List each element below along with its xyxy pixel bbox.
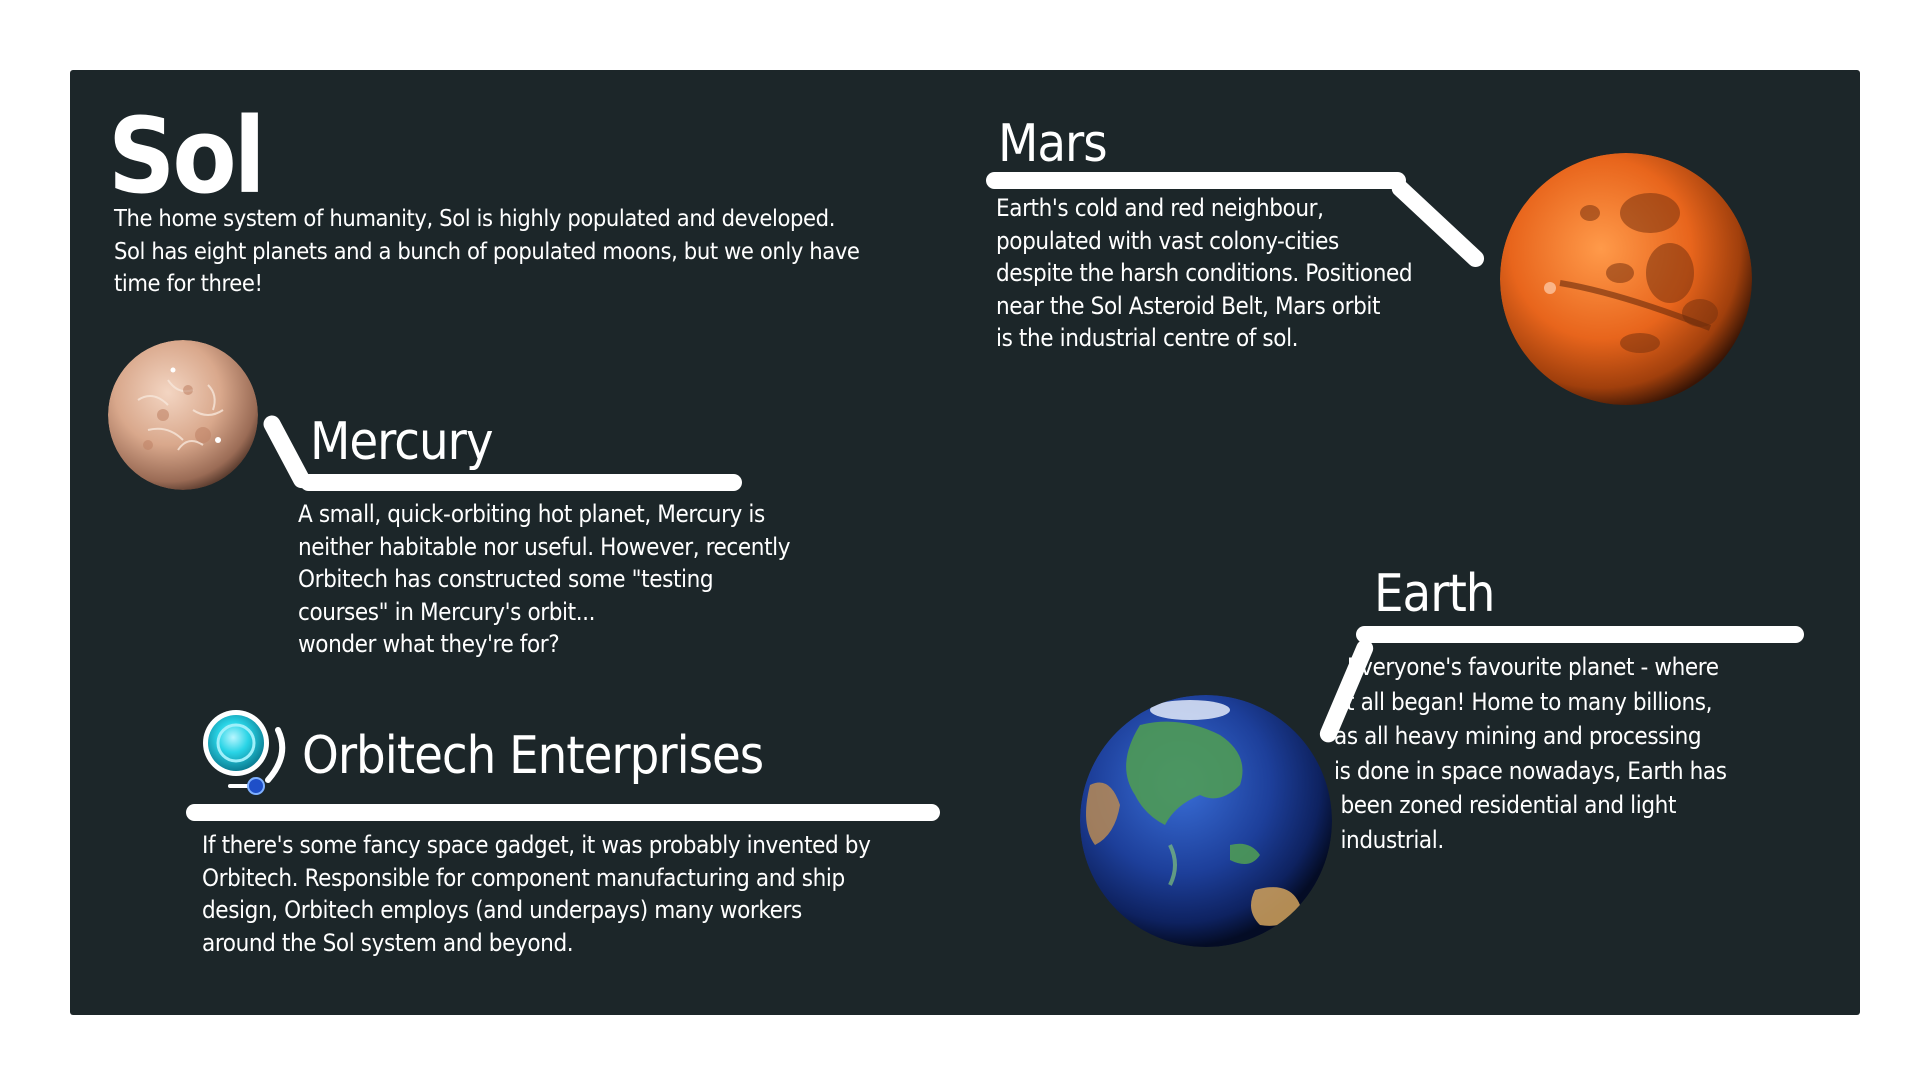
- orbitech-logo-icon: [200, 708, 292, 798]
- earth-title: Earth: [1374, 564, 1495, 624]
- mercury-connector-line: [300, 474, 742, 491]
- orbitech-connector-line: [186, 804, 940, 821]
- sol-description: The home system of humanity, Sol is high…: [114, 204, 860, 297]
- earth-connector-line: [1356, 626, 1804, 643]
- mars-planet-icon: [1500, 153, 1752, 405]
- earth-planet-icon: [1080, 695, 1332, 947]
- mercury-description: A small, quick-orbiting hot planet, Merc…: [298, 500, 791, 658]
- sol-title: Sol: [108, 95, 266, 217]
- orbitech-title: Orbitech Enterprises: [302, 726, 764, 786]
- mars-description: Earth's cold and red neighbour, populate…: [996, 194, 1413, 352]
- mercury-planet-icon: [108, 340, 258, 490]
- mars-connector-line: [986, 172, 1406, 189]
- mercury-title: Mercury: [310, 412, 494, 472]
- mars-title: Mars: [998, 114, 1108, 174]
- earth-description: Everyone's favourite planet - where it a…: [1334, 653, 1727, 854]
- orbitech-description: If there's some fancy space gadget, it w…: [202, 831, 871, 957]
